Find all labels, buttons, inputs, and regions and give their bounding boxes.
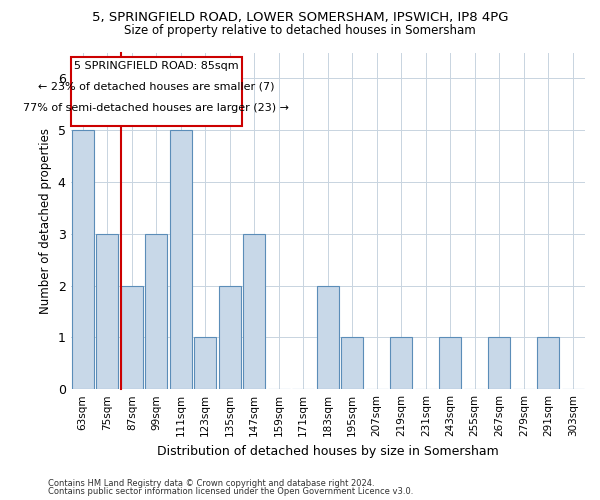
Text: 5, SPRINGFIELD ROAD, LOWER SOMERSHAM, IPSWICH, IP8 4PG: 5, SPRINGFIELD ROAD, LOWER SOMERSHAM, IP… (92, 11, 508, 24)
Text: Size of property relative to detached houses in Somersham: Size of property relative to detached ho… (124, 24, 476, 37)
Bar (317, 286, 339, 389)
Bar (243, 234, 265, 389)
Bar (219, 286, 241, 389)
FancyBboxPatch shape (71, 56, 242, 126)
Text: 5 SPRINGFIELD ROAD: 85sqm: 5 SPRINGFIELD ROAD: 85sqm (74, 61, 239, 71)
Bar (488, 338, 510, 389)
Bar (341, 338, 363, 389)
Bar (72, 130, 94, 389)
Bar (390, 338, 412, 389)
X-axis label: Distribution of detached houses by size in Somersham: Distribution of detached houses by size … (157, 444, 499, 458)
Bar (439, 338, 461, 389)
Bar (194, 338, 216, 389)
Bar (96, 234, 118, 389)
Bar (170, 130, 192, 389)
Y-axis label: Number of detached properties: Number of detached properties (39, 128, 52, 314)
Bar (537, 338, 559, 389)
Bar (145, 234, 167, 389)
Bar (121, 286, 143, 389)
Text: Contains public sector information licensed under the Open Government Licence v3: Contains public sector information licen… (48, 487, 413, 496)
Text: Contains HM Land Registry data © Crown copyright and database right 2024.: Contains HM Land Registry data © Crown c… (48, 478, 374, 488)
Text: 77% of semi-detached houses are larger (23) →: 77% of semi-detached houses are larger (… (23, 103, 289, 113)
Text: ← 23% of detached houses are smaller (7): ← 23% of detached houses are smaller (7) (38, 82, 275, 92)
